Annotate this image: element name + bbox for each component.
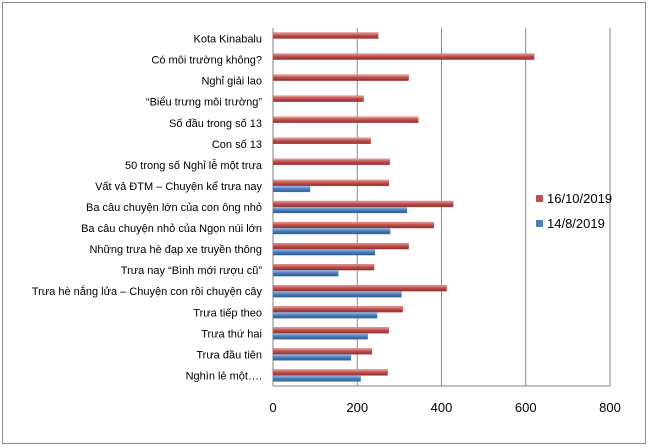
- legend: 16/10/2019 14/8/2019: [536, 191, 612, 231]
- bars: [272, 32, 535, 382]
- bar-series1: [272, 285, 447, 292]
- bar-series2: [272, 291, 402, 298]
- category-label: Số đầu trong số 13: [169, 118, 262, 130]
- bar-series1: [272, 348, 373, 355]
- bar-series2: [272, 248, 376, 256]
- x-tick-label-800: 800: [599, 400, 621, 415]
- x-tick-label-0: 0: [269, 400, 276, 415]
- bar-series2: [272, 270, 339, 277]
- category-label: Ba câu chuyện lớn của con ông nhỏ: [86, 202, 262, 214]
- category-label: “Biểu trưng môi trường”: [146, 97, 262, 109]
- bar-series2: [272, 206, 408, 214]
- category-label: Nghỉ giải lao: [201, 76, 262, 88]
- bar-series1: [272, 327, 389, 334]
- category-label: Có môi trường không?: [151, 55, 262, 67]
- bar-series2: [272, 333, 368, 340]
- bar-series1: [272, 179, 389, 187]
- bar-series1: [272, 137, 371, 144]
- bar-series2: [272, 185, 311, 193]
- bar-series1: [272, 200, 454, 208]
- category-label: Trưa đầu tiên: [196, 349, 262, 361]
- category-label: Vất vả ĐTM – Chuyện kể trưa nay: [95, 181, 262, 193]
- grid-lines: [272, 28, 611, 387]
- bar-series2: [272, 375, 361, 382]
- legend-label: 14/8/2019: [547, 216, 605, 231]
- x-tick-label-400: 400: [431, 400, 453, 415]
- bar-series1: [272, 221, 435, 229]
- category-label: Ba câu chuyện nhỏ của Ngọn núi lớn: [81, 223, 262, 235]
- category-label: Những trưa hè đạp xe truyền thông: [89, 244, 262, 256]
- bar-series1: [272, 369, 388, 376]
- category-label: Trưa thứ hai: [201, 328, 262, 340]
- bar-series1: [272, 306, 403, 313]
- category-labels: Kota Kinabalu Có môi trường không? Nghỉ gi…: [32, 34, 263, 383]
- bar-series1: [272, 242, 409, 250]
- chart-frame: [2, 2, 646, 444]
- legend-swatch: [536, 220, 543, 227]
- category-label: Trưa nay “Bình mới rượu cũ”: [121, 265, 263, 277]
- bar-series1: [272, 158, 390, 166]
- bar-series1: [272, 53, 535, 60]
- x-tick-label-200: 200: [346, 400, 368, 415]
- bar-series1: [272, 32, 379, 39]
- x-tick-labels: 0 200 400 600 800: [269, 400, 620, 415]
- bar-series1: [272, 116, 419, 123]
- x-tick-label-600: 600: [515, 400, 537, 415]
- bar-series2: [272, 227, 391, 235]
- category-label: Con số 13: [212, 139, 262, 151]
- bar-series1: [272, 264, 375, 271]
- category-label: Nghìn lẻ một….: [186, 370, 262, 382]
- legend-swatch: [536, 195, 543, 202]
- legend-label: 16/10/2019: [547, 191, 612, 206]
- bar-series1: [272, 74, 409, 81]
- category-label: Kota Kinabalu: [194, 34, 263, 46]
- category-label: 50 trong số Nghỉ lễ một trưa: [125, 159, 263, 172]
- bar-series1: [272, 95, 364, 102]
- category-label: Trưa tiếp theo: [193, 307, 262, 319]
- category-label: Trưa hè nắng lửa – Chuyện con rồi chuyện…: [32, 285, 263, 298]
- bar-series2: [272, 312, 378, 319]
- bar-series2: [272, 354, 352, 361]
